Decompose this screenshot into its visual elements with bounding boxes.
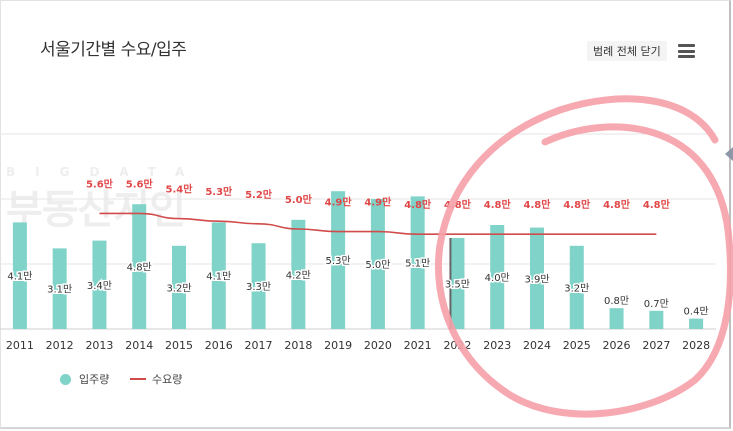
- demand-value-label-2027: 4.8만: [643, 198, 671, 211]
- x-tick-label-2020: 2020: [364, 339, 392, 352]
- circle-marker-icon: [60, 373, 71, 385]
- bar-2014: [132, 204, 147, 329]
- bar-2021: [410, 196, 425, 329]
- demand-value-label-2016: 5.3만: [205, 185, 233, 198]
- highlight-circle-annotation: [434, 95, 733, 418]
- x-tick-label-2012: 2012: [46, 339, 74, 352]
- bar-value-label-2020: 5.0만: [365, 259, 390, 271]
- bar-value-label-2018: 4.2만: [286, 269, 311, 281]
- x-tick-label-2023: 2023: [483, 339, 511, 352]
- bar-value-label-2014: 4.8만: [127, 262, 152, 274]
- legend-label-demand: 수요량: [152, 373, 183, 386]
- bar-2027: [649, 310, 664, 329]
- bar-value-label-2013: 3.4만: [87, 280, 112, 292]
- side-arrow-icon[interactable]: [725, 147, 733, 161]
- x-tick-label-2017: 2017: [245, 339, 273, 352]
- x-tick-label-2015: 2015: [165, 339, 193, 352]
- bar-value-label-2019: 5.3만: [326, 255, 351, 267]
- demand-value-label-2020: 4.9만: [364, 196, 392, 209]
- demand-value-label-2024: 4.8만: [524, 198, 552, 211]
- x-tick-label-2011: 2011: [6, 339, 34, 352]
- bar-value-label-2025: 3.2만: [564, 282, 589, 294]
- bar-value-label-2012: 3.1만: [47, 284, 72, 296]
- demand-line: [99, 212, 657, 235]
- bar-2017: [251, 243, 266, 329]
- legend-item-move-in[interactable]: 입주량: [60, 371, 109, 387]
- bar-value-label-2022: 3.5만: [445, 279, 470, 291]
- line-marker-icon: [130, 378, 146, 380]
- x-tick-label-2026: 2026: [603, 339, 631, 352]
- bar-value-label-2016: 4.1만: [206, 271, 231, 283]
- bar-value-label-2015: 3.2만: [166, 282, 191, 294]
- demand-value-label-2019: 4.9만: [325, 196, 353, 209]
- x-tick-label-2024: 2024: [523, 339, 551, 352]
- bar-2011: [12, 222, 27, 329]
- demand-value-label-2015: 5.4만: [166, 183, 194, 196]
- demand-value-label-2017: 5.2만: [245, 188, 273, 201]
- x-tick-label-2016: 2016: [205, 339, 233, 352]
- demand-value-label-2021: 4.8만: [404, 198, 432, 211]
- x-tick-label-2013: 2013: [85, 339, 113, 352]
- x-tick-label-2014: 2014: [125, 339, 153, 352]
- bar-value-label-2021: 5.1만: [405, 258, 430, 270]
- bar-2025: [569, 245, 584, 329]
- demand-value-label-2013: 5.6만: [86, 177, 114, 190]
- bar-value-label-2017: 3.3만: [246, 281, 271, 293]
- bar-2023: [490, 225, 505, 329]
- x-tick-label-2027: 2027: [642, 339, 670, 352]
- bar-value-label-2024: 3.9만: [524, 273, 549, 285]
- bar-2015: [172, 245, 186, 329]
- demand-value-label-2026: 4.8만: [603, 198, 631, 211]
- demand-value-label-2014: 5.6만: [126, 177, 154, 190]
- x-tick-label-2018: 2018: [284, 339, 312, 352]
- bar-2022: [450, 238, 465, 329]
- legend-toggle-button[interactable]: 범례 전체 닫기: [587, 41, 667, 61]
- bar-2019: [331, 191, 346, 329]
- bar-2024: [530, 227, 544, 329]
- x-tick-label-2021: 2021: [404, 339, 432, 352]
- hamburger-menu-icon[interactable]: [678, 44, 695, 58]
- legend-label-move-in: 입주량: [79, 373, 110, 386]
- bar-2028: [689, 318, 704, 329]
- bar-value-label-2028: 0.4만: [684, 306, 709, 318]
- chart-title: 서울기간별 수요/입주: [40, 40, 187, 60]
- bar-value-label-2011: 4.1만: [7, 271, 32, 283]
- bar-2026: [609, 308, 624, 329]
- demand-value-label-2018: 5.0만: [285, 193, 313, 206]
- bar-2013: [92, 240, 107, 329]
- legend-item-demand[interactable]: 수요량: [130, 371, 182, 387]
- bar-2012: [52, 248, 67, 329]
- x-tick-label-2025: 2025: [563, 339, 591, 352]
- x-tick-label-2019: 2019: [324, 339, 352, 352]
- bar-value-label-2027: 0.7만: [644, 298, 669, 310]
- bar-2018: [291, 219, 306, 329]
- x-tick-label-2028: 2028: [682, 339, 710, 352]
- demand-value-label-2023: 4.8만: [484, 198, 512, 211]
- bar-value-label-2023: 4.0만: [485, 272, 510, 284]
- bar-2016: [211, 222, 226, 329]
- bar-value-label-2026: 0.8만: [604, 295, 629, 307]
- demand-value-label-2025: 4.8만: [563, 198, 591, 211]
